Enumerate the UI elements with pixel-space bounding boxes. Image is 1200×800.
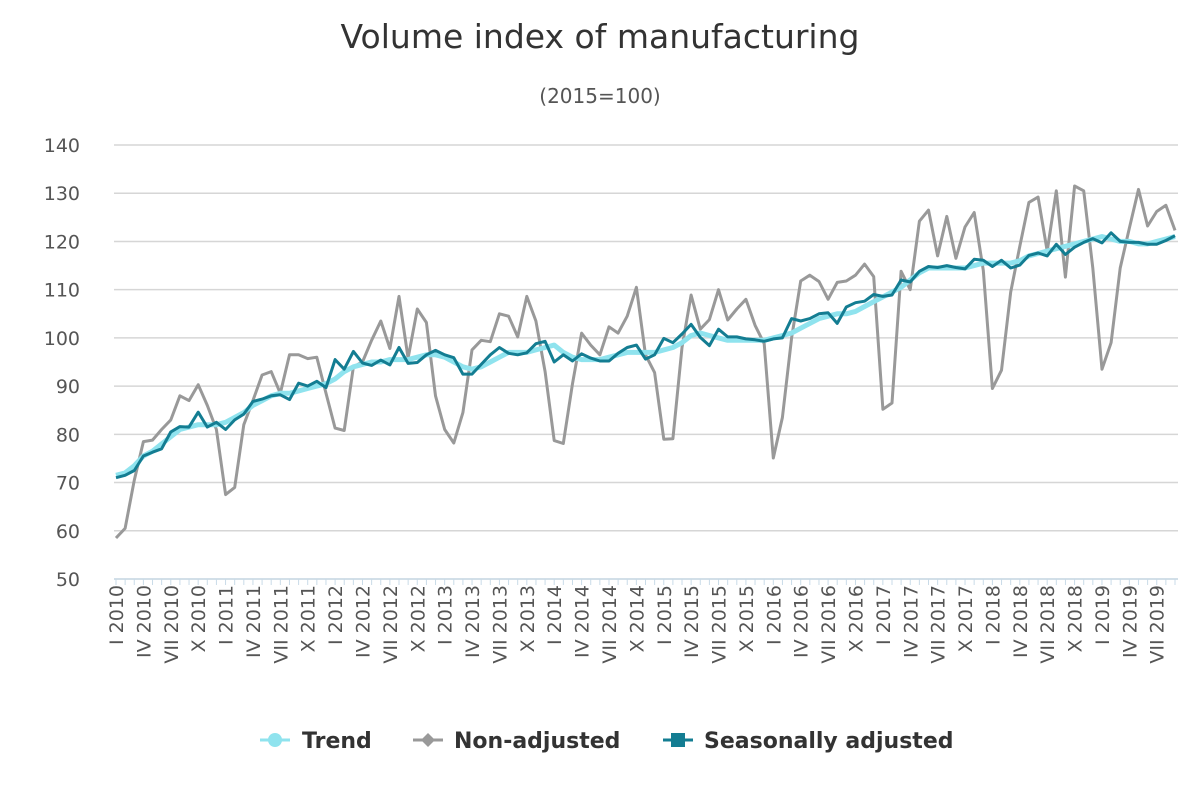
series-line-seasonally-adjusted: [115, 231, 1176, 480]
y-tick-label: 100: [44, 328, 80, 350]
chart-subtitle: (2015=100): [539, 84, 660, 108]
x-axis: I 2010 IV 2010 VII 2010 X 2010 I 2011 IV 2011…: [106, 578, 1178, 664]
x-tick-label: I 2018: [982, 585, 1004, 645]
x-tick-label: IV 2017: [900, 585, 922, 658]
x-tick-label: IV 2015: [681, 585, 703, 658]
x-tick-label: I 2019: [1092, 585, 1114, 645]
y-tick-label: 90: [56, 376, 80, 398]
legend-marker-seasonally-adjusted: [671, 733, 685, 747]
legend: Trend Non-adjusted Seasonally adjusted: [260, 729, 954, 754]
x-tick-label: I 2015: [654, 585, 676, 645]
x-tick-label: VII 2012: [380, 585, 402, 664]
y-tick-label: 140: [44, 135, 80, 157]
x-tick-label: VII 2015: [709, 585, 731, 664]
x-tick-label: VII 2019: [1147, 585, 1169, 664]
y-axis-ticks: 140 130 120 110 100 90 80 70 60 50: [44, 135, 80, 591]
y-tick-label: 80: [56, 424, 80, 446]
legend-label-seasonally-adjusted: Seasonally adjusted: [704, 729, 954, 754]
x-tick-label: X 2017: [955, 585, 977, 652]
x-tick-label: IV 2013: [462, 585, 484, 658]
x-tick-label: I 2011: [216, 585, 238, 645]
series-layer: [114, 184, 1177, 540]
y-tick-label: 110: [44, 280, 80, 302]
x-tick-label: X 2013: [517, 585, 539, 652]
x-tick-label: I 2017: [873, 585, 895, 645]
x-tick-label: VII 2011: [270, 585, 292, 664]
x-tick-label: VII 2014: [599, 585, 621, 664]
x-tick-label: I 2016: [763, 585, 785, 645]
x-tick-label: IV 2011: [243, 585, 265, 658]
x-tick-label: IV 2010: [133, 585, 155, 658]
y-tick-label: 130: [44, 183, 80, 205]
legend-marker-non-adjusted: [421, 733, 435, 747]
chart-title: Volume index of manufacturing: [341, 17, 860, 56]
x-tick-label: X 2014: [626, 585, 648, 652]
x-tick-label: VII 2018: [1037, 585, 1059, 664]
y-tick-label: 120: [44, 231, 80, 253]
x-tick-label: VII 2013: [489, 585, 511, 664]
x-tick-label: X 2018: [1065, 585, 1087, 652]
legend-label-non-adjusted: Non-adjusted: [454, 729, 620, 754]
legend-marker-trend: [268, 733, 282, 747]
x-tick-label: IV 2012: [352, 585, 374, 658]
x-tick-label: IV 2018: [1010, 585, 1032, 658]
x-tick-label: X 2011: [298, 585, 320, 652]
x-tick-label: X 2012: [407, 585, 429, 652]
y-tick-label: 70: [56, 473, 80, 495]
x-tick-label: IV 2014: [572, 585, 594, 658]
x-tick-label: X 2015: [736, 585, 758, 652]
x-tick-label: VII 2010: [161, 585, 183, 664]
x-tick-label: I 2010: [106, 585, 128, 645]
series-line-non-adjusted: [114, 184, 1177, 540]
x-tick-label: VII 2017: [928, 585, 950, 664]
x-tick-label: X 2010: [188, 585, 210, 652]
x-tick-label: I 2012: [325, 585, 347, 645]
x-tick-label: X 2016: [845, 585, 867, 652]
y-tick-label: 60: [56, 521, 80, 543]
legend-label-trend: Trend: [302, 729, 372, 754]
x-tick-label: IV 2016: [791, 585, 813, 658]
x-tick-label: I 2013: [435, 585, 457, 645]
x-tick-label: I 2014: [544, 585, 566, 645]
x-tick-label: VII 2016: [818, 585, 840, 664]
grid-layer: [114, 144, 1178, 580]
y-tick-label: 50: [56, 569, 80, 591]
x-tick-label: IV 2019: [1119, 585, 1141, 658]
